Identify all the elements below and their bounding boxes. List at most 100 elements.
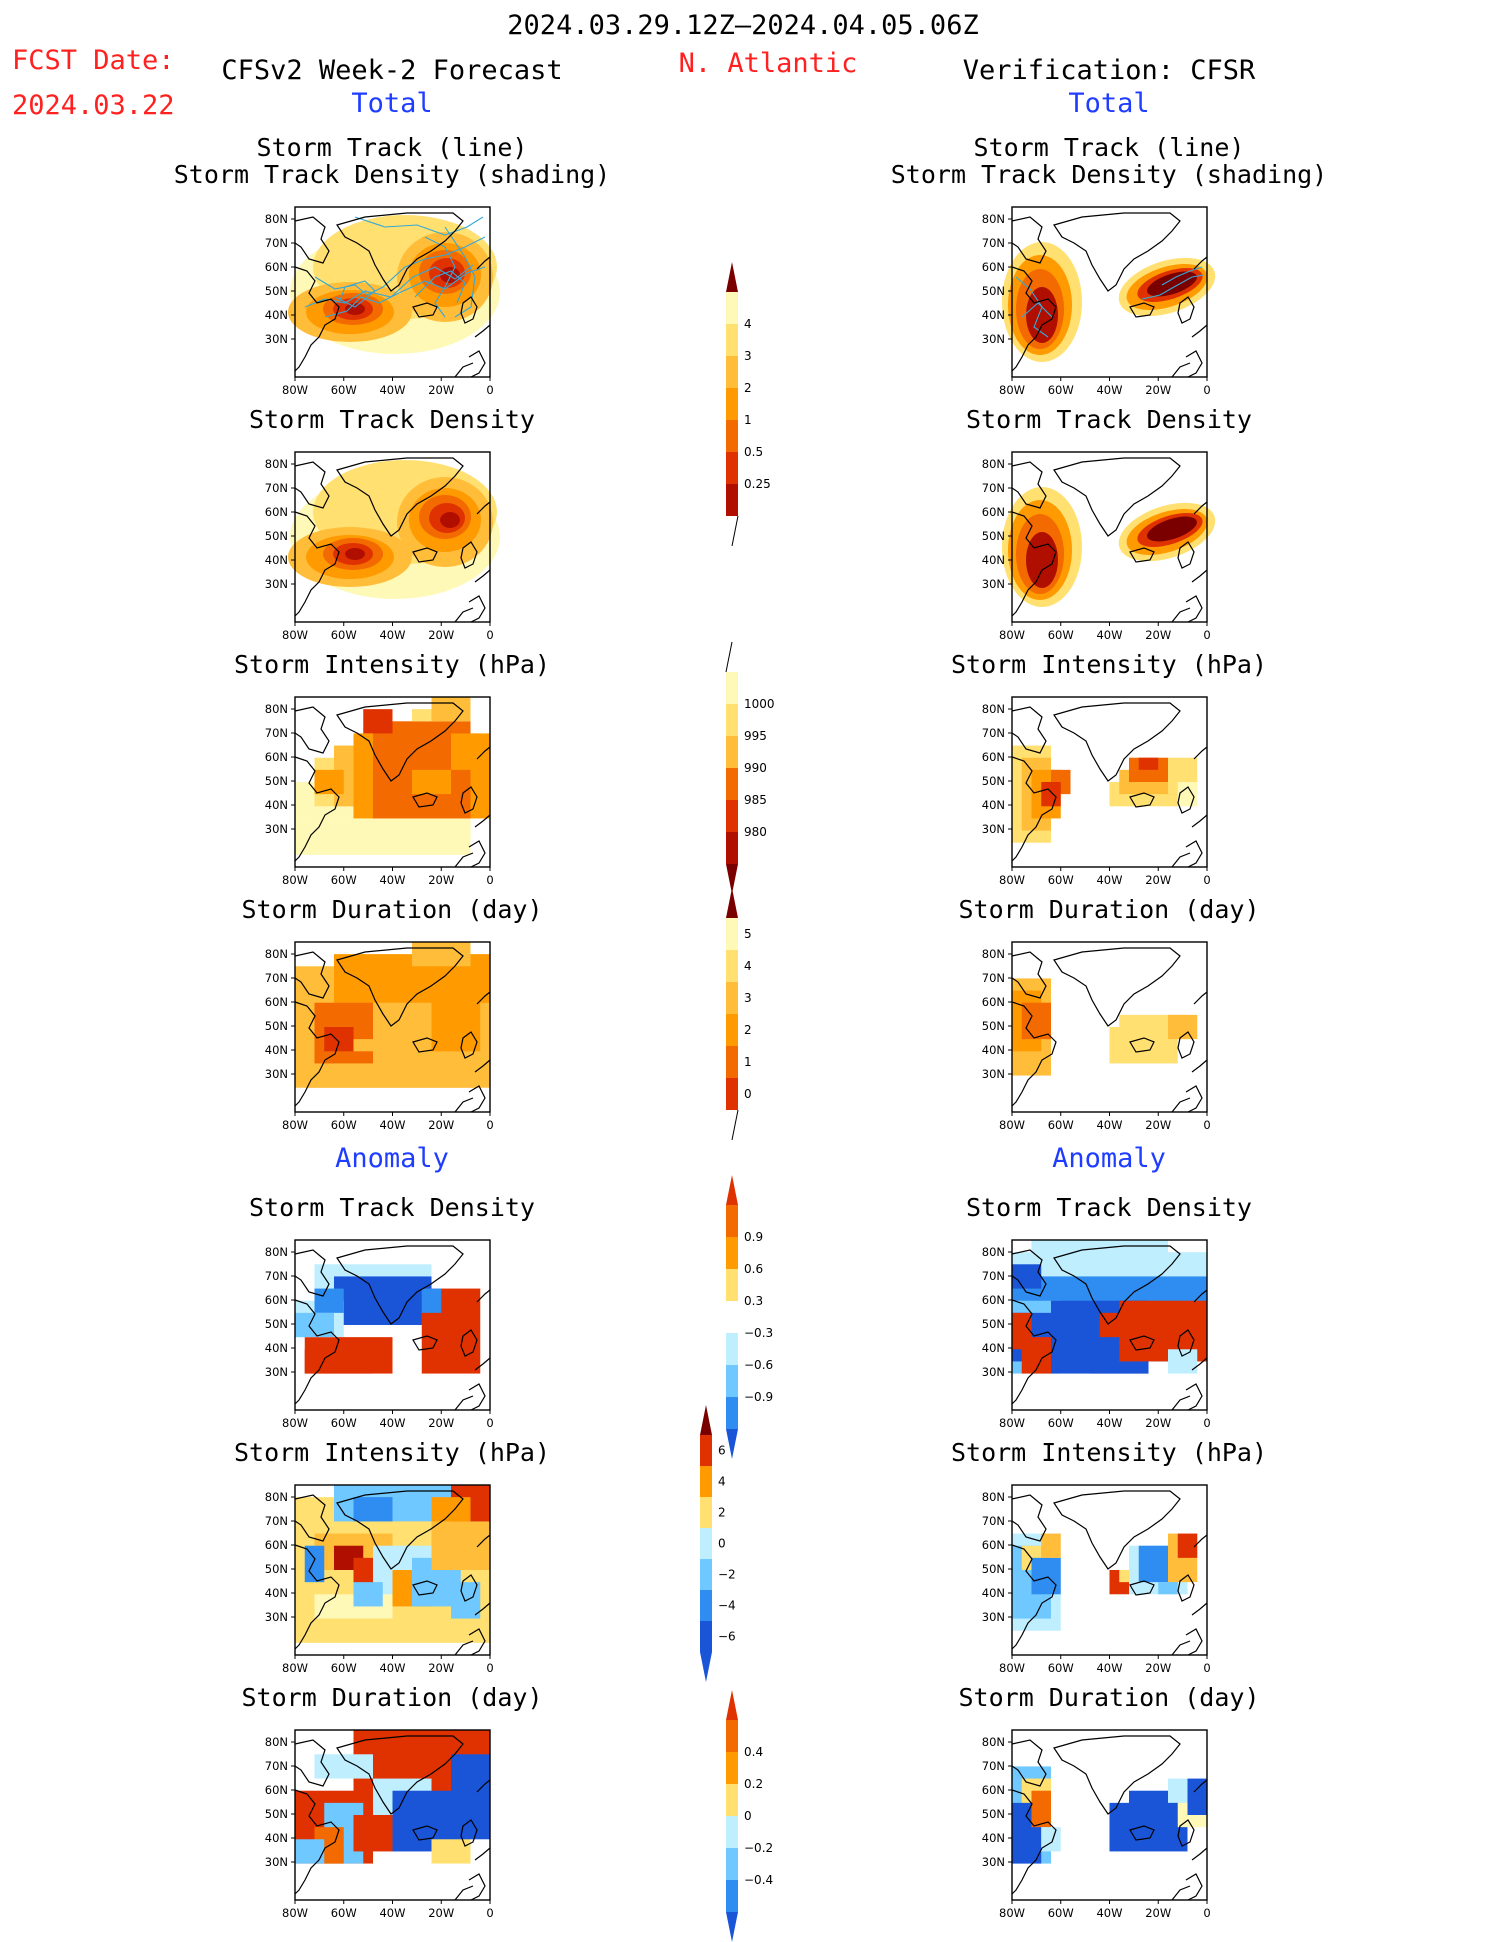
lon-tick-label: 0 [486, 1416, 493, 1430]
coastline [1171, 1640, 1191, 1656]
colorbar-label: 3 [744, 349, 752, 363]
shading-cell [353, 1039, 383, 1052]
lat-tick-label: 60N [982, 995, 1005, 1009]
lat-tick-label: 80N [265, 1490, 288, 1504]
lon-tick-label: 60W [331, 1118, 357, 1132]
right-track-title: Storm Track (line) Storm Track Density (… [891, 134, 1328, 188]
density-contour [1147, 516, 1197, 542]
coastline [412, 1825, 438, 1841]
colorbar-label: 0.6 [744, 1262, 763, 1276]
lat-tick-label: 40N [265, 1043, 288, 1057]
coastline [468, 1383, 486, 1411]
lat-tick-label: 80N [265, 1735, 288, 1749]
lon-tick-label: 40W [379, 873, 405, 887]
coastline [468, 350, 486, 378]
lon-tick-label: 0 [486, 1118, 493, 1132]
lat-tick-label: 60N [982, 1538, 1005, 1552]
lon-tick-label: 20W [1145, 628, 1171, 642]
lat-tick-label: 70N [265, 726, 288, 740]
map-svg: 80N 70N 60N 50N 40N 30N 80W 60W 40W 20W 0 [982, 451, 1216, 642]
coastline [454, 852, 474, 868]
lat-tick-label: 40N [982, 1586, 1005, 1600]
coastline [1171, 852, 1191, 868]
coastline [294, 511, 340, 617]
lon-tick-label: 40W [379, 1416, 405, 1430]
coastline [1177, 1819, 1195, 1847]
colorbar-label: −0.6 [744, 1358, 773, 1372]
lon-tick-label: 60W [1048, 1118, 1074, 1132]
colorbar-label: 2 [744, 1023, 752, 1037]
shading-cell [353, 1815, 393, 1852]
shading-cell [451, 733, 481, 770]
colorbar-label: 4 [744, 317, 752, 331]
map-shading [1012, 1533, 1198, 1631]
colorbar-label: 1 [744, 413, 752, 427]
lon-tick-label: 40W [1096, 1416, 1122, 1430]
shading-cell [451, 1754, 490, 1840]
right-track-map: 80N 70N 60N 50N 40N 30N 80W 60W 40W 20W 0 [982, 206, 1216, 397]
lat-tick-label: 80N [265, 702, 288, 716]
lat-tick-label: 30N [982, 1855, 1005, 1869]
storm-track-line [1021, 302, 1053, 318]
lon-tick-label: 0 [1203, 1661, 1210, 1675]
lat-tick-label: 70N [982, 726, 1005, 740]
colorbar-top-arrow [726, 1175, 738, 1205]
lon-tick-label: 80W [999, 1118, 1025, 1132]
lon-tick-label: 80W [999, 1661, 1025, 1675]
coastline [1193, 501, 1208, 515]
coastline [1053, 212, 1181, 292]
map-svg: 80N 70N 60N 50N 40N 30N 80W 60W 40W 20W 0 [982, 696, 1211, 887]
shading-cell [1138, 757, 1159, 770]
coastline [1193, 991, 1208, 1005]
coastline [1191, 1602, 1208, 1616]
coastline [1011, 461, 1047, 509]
left-track-title: Storm Track (line) Storm Track Density (… [174, 134, 611, 188]
colorbar-segment [726, 1784, 738, 1816]
coastline [412, 1037, 438, 1053]
coastline [1185, 350, 1203, 378]
coastline [1171, 362, 1191, 378]
lon-tick-label: 20W [428, 873, 454, 887]
colorbar-segment [726, 1269, 738, 1301]
coastline [1053, 1490, 1181, 1570]
lat-tick-label: 30N [265, 332, 288, 346]
colorbar-svg: 0.4 0.2 0 −0.2 −0.4 [726, 1690, 773, 1942]
left-column-title: CFSv2 Week-2 Forecast [221, 55, 563, 86]
lat-tick-label: 70N [982, 1269, 1005, 1283]
colorbar-label: 0.3 [744, 1294, 763, 1308]
shading-cell [324, 1027, 354, 1052]
coastline [294, 266, 340, 372]
lon-tick-label: 40W [379, 1661, 405, 1675]
right-total-label: Total [1068, 88, 1150, 119]
coastline [294, 756, 340, 862]
colorbar-label: 0 [718, 1537, 726, 1551]
map-svg: 80N 70N 60N 50N 40N 30N 80W 60W 40W 20W 0 [982, 1239, 1211, 1430]
map-svg: 80N 70N 60N 50N 40N 30N 80W 60W 40W 20W 0 [265, 941, 494, 1132]
coastline [1053, 1735, 1181, 1815]
lon-tick-label: 40W [1096, 1118, 1122, 1132]
colorbar-label: −0.2 [744, 1841, 773, 1855]
colorbar-segment [726, 1078, 738, 1110]
colorbar-label: 985 [744, 793, 767, 807]
coastline [1129, 1825, 1155, 1841]
lat-tick-label: 40N [982, 798, 1005, 812]
coastline [1011, 1249, 1047, 1297]
colorbar-label: 4 [718, 1475, 726, 1489]
coastline [294, 951, 330, 999]
coastline [1191, 1059, 1208, 1073]
lon-tick-label: 20W [428, 1416, 454, 1430]
map-shading [288, 215, 500, 354]
map-shading [288, 460, 500, 599]
coastline [1193, 256, 1208, 270]
map-shading [295, 697, 490, 855]
lon-tick-label: 60W [331, 1661, 357, 1675]
lon-tick-label: 80W [282, 1118, 308, 1132]
coastline [1053, 1245, 1181, 1325]
colorbar-segment [726, 1816, 738, 1848]
coastline [476, 991, 491, 1005]
coastline [336, 1735, 464, 1815]
coastline [1011, 266, 1057, 372]
coastline [294, 1494, 330, 1542]
coastline [1129, 792, 1155, 808]
lat-tick-label: 70N [265, 481, 288, 495]
